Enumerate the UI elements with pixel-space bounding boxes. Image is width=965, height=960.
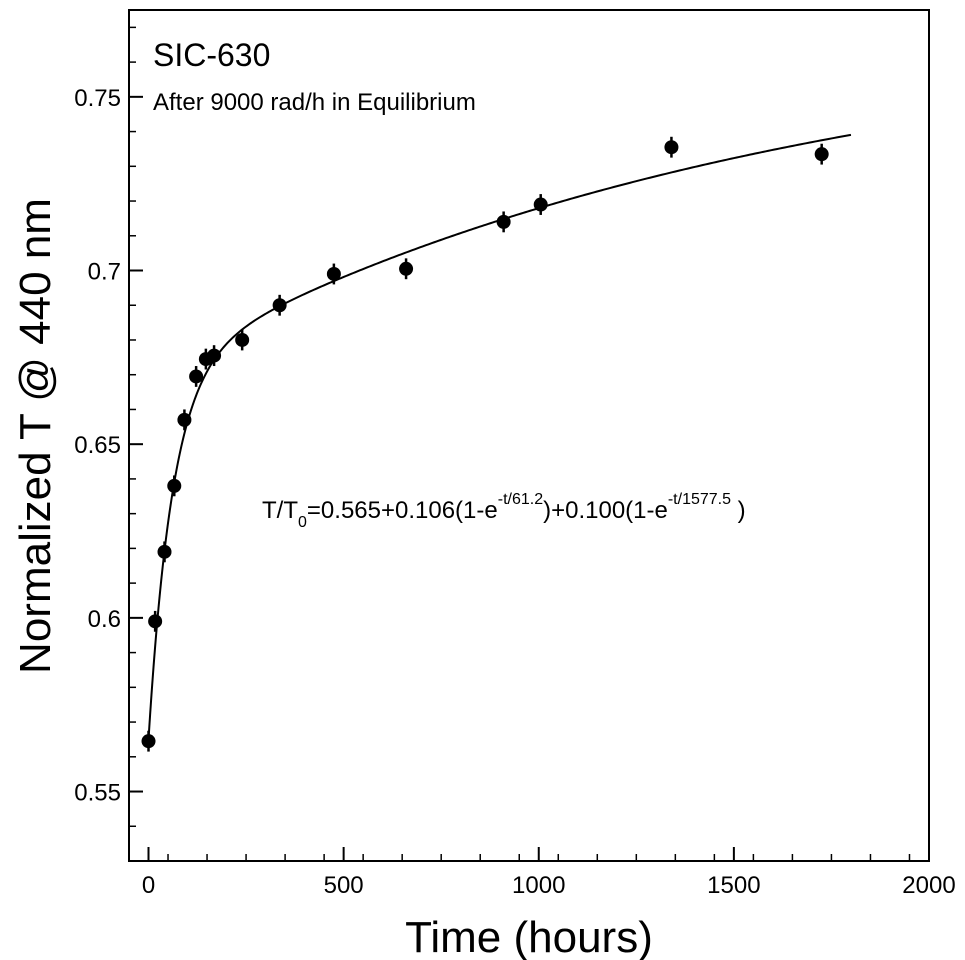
x-tick-label: 500 — [324, 872, 364, 899]
data-point — [157, 544, 172, 559]
plot-frame — [128, 9, 930, 862]
y-tick-label: 0.75 — [74, 85, 121, 112]
data-point — [399, 261, 414, 276]
chart-subtitle: After 9000 rad/h in Equilibrium — [153, 89, 476, 116]
y-tick-label: 0.7 — [88, 259, 121, 286]
data-point — [189, 369, 204, 384]
chart-title: SIC-630 — [153, 37, 270, 73]
x-tick-label: 1000 — [512, 872, 565, 899]
x-tick-label: 0 — [142, 872, 155, 899]
formula-lhs-subscript: 0 — [298, 514, 307, 531]
fit-formula: T/T0=0.565+0.106(1-e-t/61.2)+0.100(1-e-t… — [262, 491, 746, 531]
formula-part-2: )+0.100(1-e — [543, 497, 668, 524]
data-point — [167, 478, 182, 493]
formula-part-1: =0.565+0.106(1-e — [307, 497, 498, 524]
data-point — [496, 214, 511, 229]
data-point — [326, 266, 341, 281]
data-point — [177, 412, 192, 427]
axis-ticks: 0 500 1000 1500 2000 0.55 0.6 0.65 0.7 0.75 — [74, 26, 956, 899]
data-point — [207, 348, 222, 363]
y-tick-label: 0.6 — [88, 606, 121, 633]
x-tick-label: 1500 — [707, 872, 760, 899]
data-point — [235, 332, 250, 347]
formula-exponent-2: -t/1577.5 — [668, 491, 731, 508]
data-point — [533, 197, 548, 212]
formula-lhs: T/T — [262, 497, 298, 524]
x-tick-label: 2000 — [902, 872, 955, 899]
formula-part-3: ) — [731, 497, 746, 524]
y-tick-label: 0.65 — [74, 432, 121, 459]
y-tick-label: 0.55 — [74, 780, 121, 807]
data-point — [141, 734, 156, 749]
data-point — [148, 614, 163, 629]
y-axis-title: Normalized T @ 440 nm — [11, 198, 60, 674]
formula-exponent-1: -t/61.2 — [498, 491, 543, 508]
x-axis-title: Time (hours) — [405, 913, 653, 960]
data-points — [141, 136, 829, 752]
data-point — [272, 298, 287, 313]
data-point — [664, 140, 679, 155]
data-point — [814, 147, 829, 162]
